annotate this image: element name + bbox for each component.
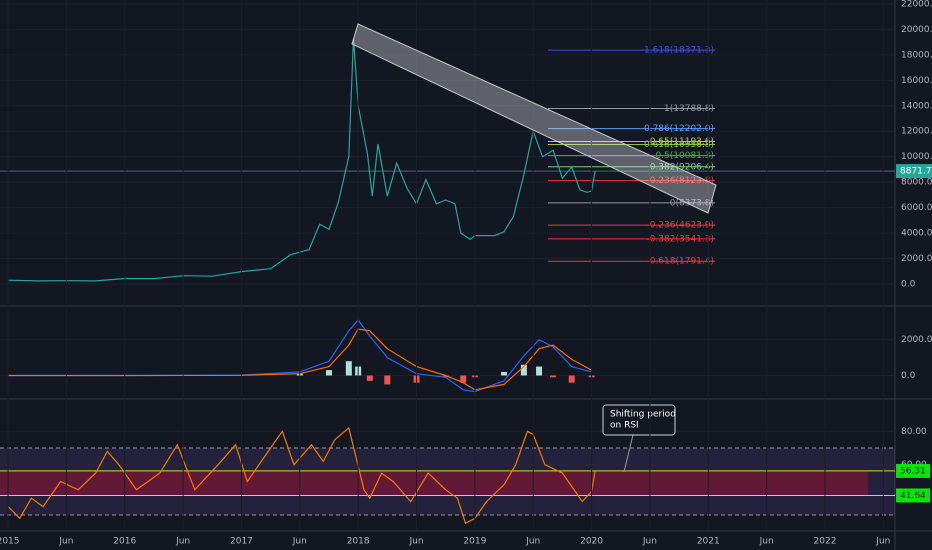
histogram-bar — [501, 371, 508, 376]
y-tick-label: 18000.0 — [901, 50, 932, 60]
y-tick-label: 80.00 — [901, 427, 927, 437]
callout-pointer — [623, 434, 634, 473]
x-tick-label: 2018 — [347, 537, 370, 547]
shift-band — [0, 470, 868, 496]
y-tick-label: 0.0 — [901, 371, 916, 381]
histogram-bar — [568, 375, 575, 383]
fib-label: 0.786(12202.0) — [644, 124, 714, 134]
fib-label: 0.382(9206.4) — [650, 162, 714, 172]
histogram-bar — [460, 375, 467, 383]
y-tick-label: 14000.0 — [901, 101, 932, 111]
fib-label: -0.618(1791.4) — [646, 257, 714, 267]
histogram-bar — [520, 364, 527, 376]
x-tick-label: Jun — [642, 537, 657, 547]
x-tick-label: Jun — [525, 537, 540, 547]
fib-label: -0.382(3541.3) — [646, 234, 714, 244]
y-tick-label: 4000.0 — [901, 229, 932, 239]
last-price-label: 8871.7 — [900, 167, 932, 177]
y-tick-label: 16000.0 — [901, 76, 932, 86]
series-line — [7, 426, 596, 525]
last-price-box — [896, 164, 932, 179]
level-label-box — [896, 488, 930, 503]
y-tick-label: 12000.0 — [901, 127, 932, 137]
level-label: 41.64 — [900, 491, 926, 501]
callout-box — [602, 404, 676, 436]
fib-label: 1.618(18371.3) — [644, 46, 714, 56]
fib-label: -0.236(4623.9) — [646, 221, 714, 231]
x-tick-label: 2016 — [113, 537, 136, 547]
trend-channel — [351, 23, 717, 214]
y-tick-label: 2000.0 — [901, 335, 932, 345]
y-tick-label: 0.0 — [901, 279, 916, 289]
histogram-bar — [384, 375, 391, 385]
y-tick-label: 10000.0 — [901, 152, 932, 162]
x-tick-label: Jun — [175, 537, 190, 547]
x-tick-label: 2020 — [580, 537, 603, 547]
x-tick-label: Jun — [58, 537, 73, 547]
x-tick-label: Jun — [292, 537, 307, 547]
x-tick-label: 2017 — [230, 537, 253, 547]
callout-text: on RSI — [610, 421, 639, 431]
series-line — [8, 38, 596, 282]
callout-text: Shifting period — [610, 410, 676, 420]
y-tick-label: 6000.0 — [901, 203, 932, 213]
fib-label: 1(13788.8) — [664, 104, 714, 114]
level-label: 56.31 — [900, 466, 926, 476]
x-tick-label: Jun — [408, 537, 423, 547]
histogram-bar — [345, 361, 352, 376]
fib-label: 0.65(11193.6) — [650, 137, 714, 147]
histogram-bar — [325, 370, 332, 376]
y-tick-label: 2000.0 — [901, 254, 932, 264]
x-tick-label: 2021 — [697, 537, 720, 547]
histogram-bar — [536, 366, 543, 376]
x-tick-label: 2019 — [463, 537, 486, 547]
y-tick-label: 8000.0 — [901, 178, 932, 188]
x-tick-label: 2022 — [814, 537, 837, 547]
x-tick-label: Jun — [875, 537, 890, 547]
fib-label: 0.236(8123.8) — [650, 176, 714, 186]
y-tick-label: 22000.0 — [901, 0, 932, 9]
x-tick-label: 2015 — [0, 537, 20, 547]
histogram-bar — [366, 375, 373, 381]
histogram-bar — [550, 375, 557, 378]
y-tick-label: 20000.0 — [901, 25, 932, 35]
level-label-box — [896, 463, 930, 478]
fib-label: 0.618(10956.8) — [644, 140, 714, 150]
fib-label: 0(6373.8) — [670, 198, 714, 208]
fib-label: 0.5(10081.3) — [655, 151, 714, 161]
x-tick-label: Jun — [759, 537, 774, 547]
histogram-bar — [442, 375, 449, 378]
